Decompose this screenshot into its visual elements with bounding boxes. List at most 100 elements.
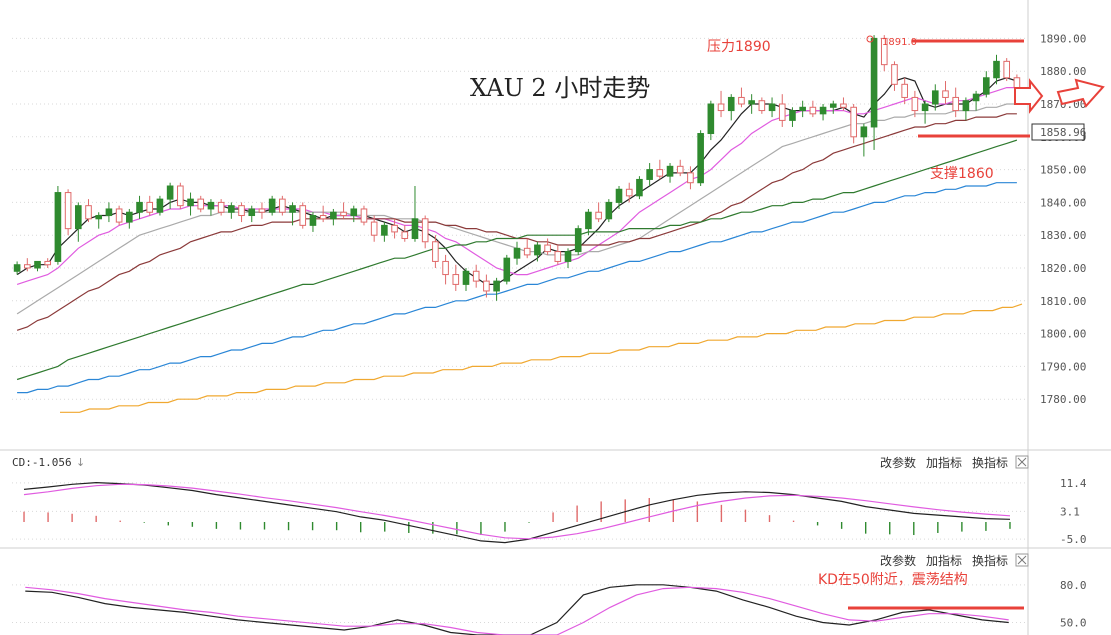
candle [217,199,225,216]
candle [646,163,653,186]
candle [105,202,113,223]
candle [738,87,745,108]
candle [421,215,429,249]
price-tick-label: 1810.00 [1040,295,1086,308]
candle [340,202,347,219]
price-tick-label: 1880.00 [1040,65,1086,78]
macd-line-dif [23,481,1011,544]
candle [982,71,990,98]
candle [656,159,664,180]
candle [23,258,31,272]
macd-tick-label: 3.1 [1060,505,1080,518]
candle [228,202,235,219]
candle [758,97,766,114]
ma-line-ma250 [60,303,1023,413]
macd-histogram [23,498,1011,536]
candle [595,202,602,223]
candle [136,195,143,219]
candle [187,192,194,216]
kd-axis: 80.0 50.0 [1060,579,1087,630]
kd-gridlines [12,584,1028,623]
kd-tick-label: 50.0 [1060,616,1087,629]
macd-tick-label: 11.4 [1060,477,1087,490]
macd-close-icon[interactable] [1015,455,1029,469]
candle [452,264,460,291]
candle [1003,58,1011,82]
support-label: 支撑1860 [930,166,994,182]
candle [411,186,419,242]
candle [768,97,776,118]
kd-close-icon[interactable] [1015,553,1029,567]
candle [615,186,623,209]
candle [829,100,837,114]
candle [921,100,929,124]
candle [717,90,725,118]
candle [330,208,337,226]
price-tick-label: 1780.00 [1040,393,1086,406]
macd-add-indicator-button[interactable]: 加指标 [926,455,962,470]
candle [299,202,307,229]
price-tick-label: 1890.00 [1040,32,1086,45]
ma-line-ma60 [16,139,1018,381]
price-tick-label: 1820.00 [1040,262,1086,275]
macd-change-params-button[interactable]: 改参数 [880,455,916,470]
candle [636,176,643,200]
candle [585,208,592,236]
candle [676,159,684,177]
macd-gridlines [12,482,1028,540]
candle [727,94,735,121]
macd-line-dea [23,483,1011,540]
candle [207,199,215,216]
candle [809,100,817,118]
candle [870,35,878,150]
candle [819,104,827,121]
macd-switch-indicator-button[interactable]: 换指标 [972,455,1008,470]
price-tick-label: 1850.00 [1040,164,1086,177]
kd-annotation: KD在50附近，震荡结构 [818,572,968,588]
candle [911,90,919,118]
high-marker-dot [866,35,874,43]
candle [166,182,174,209]
kd-tick-label: 80.0 [1060,579,1087,592]
candle [605,199,613,223]
macd-axis: 11.4 3.1 -5.0 [1060,477,1087,546]
candle [840,97,847,111]
candle [523,238,531,259]
candle [289,202,296,226]
candle [534,241,541,262]
candlestick-series [13,35,1021,301]
candle [95,212,103,229]
price-tick-label: 1800.00 [1040,328,1086,341]
kd-lines [25,584,1009,635]
candle [687,166,694,190]
candle [126,208,133,229]
candle [238,202,245,223]
candle [503,254,511,285]
kd-switch-indicator-button[interactable]: 换指标 [972,553,1008,568]
candle [778,94,786,127]
candle [442,254,449,285]
candle [931,84,939,111]
candle [13,261,21,275]
candle [279,195,286,216]
candle [880,35,888,72]
candle [54,186,62,265]
candle [483,274,490,298]
candle [972,90,980,111]
candle [319,205,327,223]
candle [44,258,52,268]
candle [64,189,72,236]
kd-change-params-button[interactable]: 改参数 [880,553,916,568]
kd-add-indicator-button[interactable]: 加指标 [926,553,962,568]
candle [952,87,959,118]
chart-title: XAU 2 小时走势 [470,74,650,102]
candle [34,260,41,272]
down-arrow-icon: ↓ [76,456,85,469]
candle [942,81,949,104]
candle [268,195,276,216]
candle [462,268,470,291]
candle [850,104,857,144]
candle [707,100,715,141]
macd-header: CD:-1.056 [12,456,72,469]
